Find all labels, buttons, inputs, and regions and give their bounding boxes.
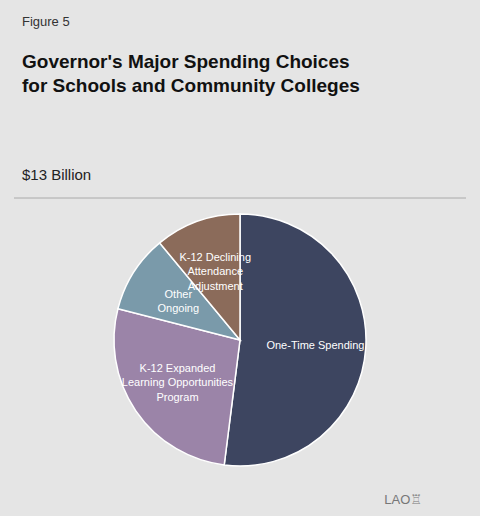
slice-label: OtherOngoing <box>157 288 199 314</box>
background <box>0 0 480 516</box>
slice-labels: One-Time Spending K-12 Expanded Learning O… <box>122 251 365 403</box>
slice-label: K-12 Declining Attendance Adjustment <box>179 251 251 292</box>
title-line: for Schools and Community Colleges <box>22 75 360 96</box>
watermark: LAO♖ <box>384 492 422 507</box>
slice-label-line: K-12 Expanded <box>140 362 216 374</box>
title: Governor's Major Spending Choices for Sch… <box>22 51 360 96</box>
separator <box>14 198 466 199</box>
slice-label-line: Learning Opportunities <box>122 376 234 388</box>
slice-label: One-Time Spending <box>266 339 364 351</box>
subtitle: $13 Billion <box>22 166 91 183</box>
slice-label-line: Attendance <box>187 265 243 277</box>
slice-label-line: Program <box>156 391 198 403</box>
figure-label: Figure 5 <box>22 14 70 29</box>
title-line: Governor's Major Spending Choices <box>22 51 350 72</box>
slice-label: K-12 Expanded Learning Opportunities Progr… <box>122 362 234 403</box>
pie <box>114 214 366 466</box>
chart-container: Figure 5 Governor's Major Spending Choice… <box>0 0 480 516</box>
slice-label-line: Adjustment <box>188 280 243 292</box>
chart: Figure 5 Governor's Major Spending Choice… <box>0 0 480 516</box>
slice-label-line: Ongoing <box>157 302 199 314</box>
slice-label-line: K-12 Declining <box>179 251 251 263</box>
slice-label-line: One-Time Spending <box>266 339 364 351</box>
